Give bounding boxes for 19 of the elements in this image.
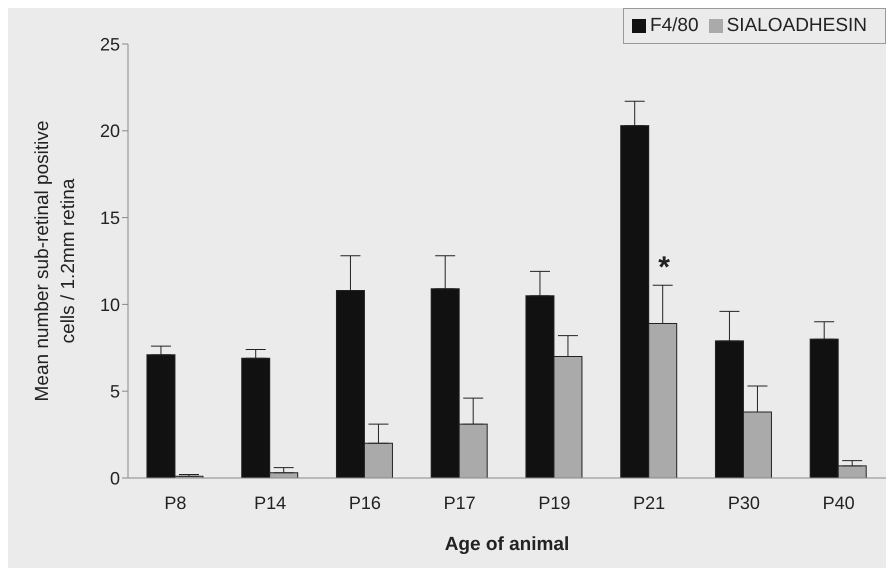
y-axis-title: Mean number sub-retinal positive cells / 1.2mm retina xyxy=(32,120,79,402)
x-tick-label: P14 xyxy=(254,492,286,513)
x-tick-label: P21 xyxy=(633,492,666,513)
y-tick-label: 20 xyxy=(100,121,120,142)
x-tick-label: P40 xyxy=(822,492,855,513)
y-tick-label: 10 xyxy=(100,294,120,315)
x-axis-title: Age of animal xyxy=(444,534,570,555)
y-tick-label: 25 xyxy=(100,34,120,54)
x-tick-label: P16 xyxy=(348,492,381,513)
x-tick-label: P17 xyxy=(444,492,476,513)
x-tick-label: P19 xyxy=(538,492,570,513)
legend-label: F4/80 xyxy=(650,15,699,36)
y-tick-label: 5 xyxy=(110,382,120,402)
annotation: * xyxy=(658,250,670,284)
x-tick-label: P30 xyxy=(728,492,760,513)
x-tick-label: P8 xyxy=(164,492,186,513)
legend-label: SIALOADHESIN xyxy=(726,15,867,36)
y-tick-label: 0 xyxy=(110,468,120,488)
y-tick-label: 15 xyxy=(100,208,120,228)
